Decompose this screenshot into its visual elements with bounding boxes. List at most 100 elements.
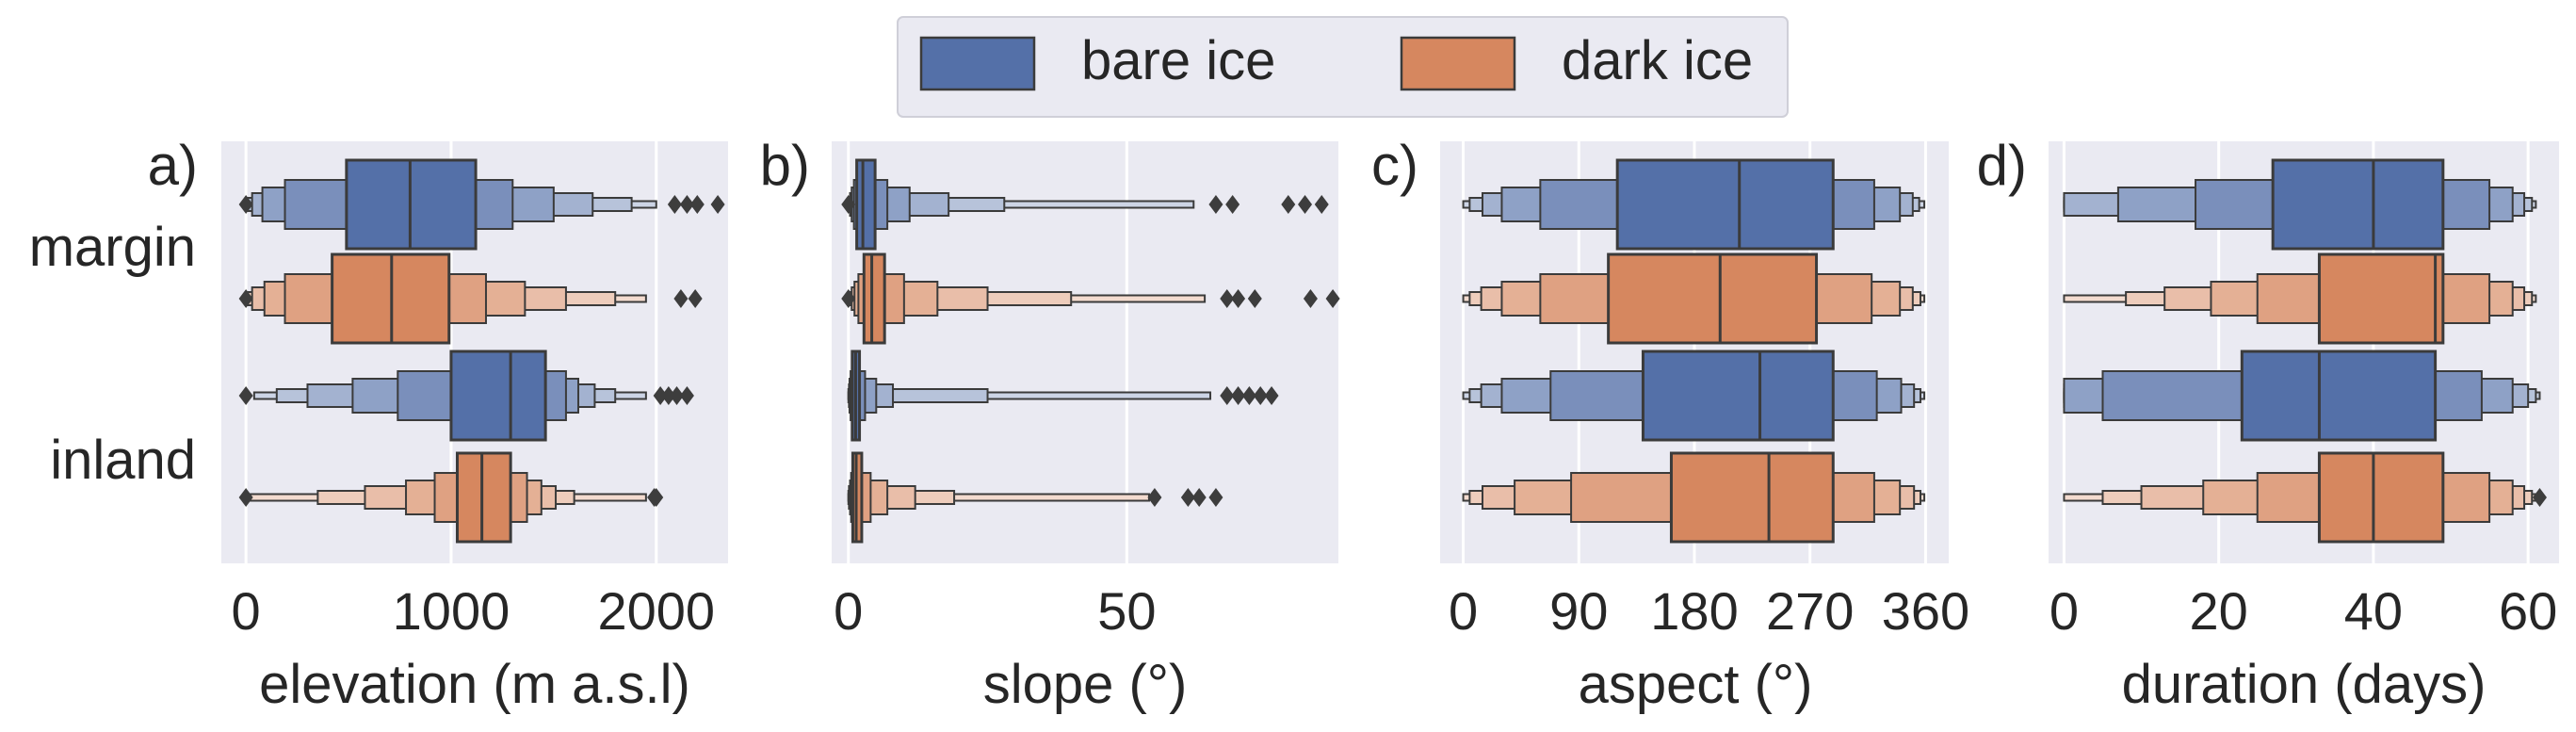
outlier-point [1231,386,1246,405]
panel-label: d) [1977,134,2027,197]
x-tick-label: 0 [834,581,863,641]
outlier-point [1314,195,1329,214]
boxen-dark-ice-inland [238,451,664,544]
outlier-point [1208,195,1223,214]
boxen-level [2271,158,2445,251]
outlier-point [1325,289,1340,308]
outlier-point [238,195,253,214]
boxen-dark-ice-inland [2063,451,2547,544]
boxen-level [2317,451,2445,544]
x-tick-label: 60 [2499,581,2557,641]
outlier-point [670,386,685,405]
x-tick-label: 270 [1766,581,1854,641]
outlier-point [1231,289,1246,308]
outlier-point [1298,195,1313,214]
boxen-bare-ice-inland [238,350,694,442]
boxen-level [2240,350,2438,442]
panel-slope: 0 50 b) slope (°) [760,134,1340,715]
x-tick-label: 0 [2049,581,2079,641]
legend: bare ice dark ice [897,16,1789,118]
outlier-point [1253,386,1268,405]
x-tick-label: 90 [1549,581,1608,641]
x-tick-label: 2000 [597,581,715,641]
outlier-point [1303,289,1318,308]
outlier-point [653,386,668,405]
x-tick-label: 40 [2344,581,2403,641]
x-axis-label: elevation (m a.s.l) [259,654,690,715]
category-label-inland: inland [50,430,196,491]
outlier-point [841,289,856,308]
boxen-bare-ice-margin [841,158,1329,251]
boxen-bare-ice-margin [1462,158,1926,251]
outlier-point [1180,488,1195,507]
boxen-dark-ice-margin [2063,252,2537,345]
x-axis-label: slope (°) [983,654,1188,715]
category-label-margin: margin [29,217,196,278]
x-axis-label: duration (days) [2122,654,2487,715]
outlier-point [673,289,689,308]
outlier-point [1225,195,1240,214]
boxen-bare-ice-margin [238,158,725,251]
x-tick-label: 50 [1097,581,1156,641]
boxen-level [449,350,547,442]
outlier-point [1264,386,1279,405]
boxen-bare-ice-margin [2063,158,2537,251]
legend-label-dark-ice: dark ice [1562,30,1753,91]
boxen-bare-ice-inland [2063,350,2541,442]
outlier-point [841,195,856,214]
panel-label: b) [760,134,810,197]
outlier-point [1281,195,1296,214]
outlier-point [649,488,664,507]
panel-elevation: 0 1000 2000 a) elevation (m a.s.l) [148,134,728,715]
boxen-level [1615,158,1835,251]
outlier-point [1247,289,1262,308]
outlier-point [1147,488,1162,507]
outlier-point [238,488,253,507]
outlier-point [689,195,705,214]
boxen-level [2317,252,2445,345]
x-tick-label: 1000 [393,581,510,641]
boxen-level [862,252,886,345]
legend-label-bare-ice: bare ice [1081,30,1275,91]
panel-label: a) [148,134,198,197]
legend-swatch-bare-ice [919,36,1036,91]
x-axis-label: aspect (°) [1579,654,1813,715]
boxen-dark-ice-margin [1462,252,1926,345]
outlier-point [1220,289,1235,308]
boxen-level [455,451,512,544]
boxen-bare-ice-inland [1462,350,1926,442]
boxen-bare-ice-inland [847,350,1279,442]
x-tick-label: 20 [2190,581,2248,641]
x-tick-label: 360 [1882,581,1969,641]
boxen-dark-ice-inland [847,451,1223,544]
boxen-dark-ice-margin [841,252,1340,345]
outlier-point [661,386,676,405]
outlier-point [1191,488,1207,507]
boxen-level [855,158,877,251]
outlier-point [238,289,253,308]
panel-aspect: 0 90 180 270 360 c) aspect (°) [1371,134,1969,715]
boxen-level [1641,350,1835,442]
x-tick-label: 0 [232,581,261,641]
legend-frame [897,16,1789,118]
panel-label: c) [1371,134,1418,197]
boxen-level [1669,451,1835,544]
boxen-level [1607,252,1819,345]
outlier-point [238,386,253,405]
outlier-point [667,195,682,214]
outlier-point [679,386,694,405]
outlier-point [1220,386,1235,405]
panel-duration: 0 20 40 60 d) duration (days) [1977,134,2559,715]
outlier-point [1208,488,1223,507]
outlier-point [1241,386,1256,405]
boxen-dark-ice-inland [1462,451,1926,544]
legend-swatch-dark-ice [1400,36,1516,91]
outlier-point [688,289,703,308]
boxen-dark-ice-margin [238,252,703,345]
outlier-point [679,195,694,214]
x-tick-label: 0 [1449,581,1478,641]
x-tick-label: 180 [1650,581,1738,641]
outlier-point [710,195,725,214]
outlier-point [2532,488,2547,507]
